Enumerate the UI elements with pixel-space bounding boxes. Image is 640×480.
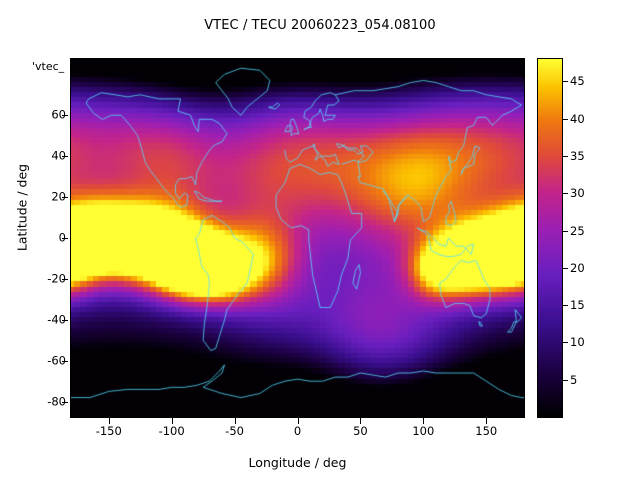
x-tick-label: 150 [475, 424, 498, 438]
y-tick-label: -60 [47, 352, 66, 367]
y-tick-mark [62, 115, 68, 117]
colorbar-tick-label: 45 [570, 74, 585, 89]
x-tick-label: 50 [353, 424, 368, 438]
colorbar-tick-mark [563, 118, 568, 120]
y-tick-label: -40 [47, 312, 66, 327]
coastline-overlay [71, 59, 524, 417]
colorbar-gradient [538, 59, 562, 417]
y-tick-mark [62, 278, 68, 280]
y-tick-label: 40 [51, 148, 66, 163]
colorbar-tick-mark [563, 155, 568, 157]
y-tick-mark [62, 319, 68, 321]
colorbar-tick-label: 40 [570, 111, 585, 126]
y-tick-mark [62, 238, 68, 239]
y-tick-mark [62, 360, 68, 362]
map-plot-area[interactable] [70, 58, 525, 418]
colorbar-tick-label: 10 [570, 335, 585, 350]
colorbar [537, 58, 563, 418]
x-tick-mark [486, 418, 488, 424]
x-tick-label: -50 [225, 424, 244, 438]
colorbar-tick-label: 5 [570, 372, 578, 387]
y-tick-mark [62, 197, 68, 199]
chart-title: VTEC / TECU 20060223_054.08100 [204, 18, 436, 33]
corner-annotation: 'vtec_ [32, 60, 65, 73]
x-axis-label: Longitude / deg [248, 455, 347, 470]
colorbar-tick-mark [563, 379, 568, 381]
x-tick-mark [423, 418, 425, 424]
colorbar-tick-label: 15 [570, 298, 585, 313]
colorbar-tick-mark [563, 81, 568, 83]
colorbar-tick-mark [563, 342, 568, 344]
x-tick-label: 0 [293, 424, 302, 438]
colorbar-tick-label: 25 [570, 223, 585, 238]
y-tick-label: -80 [47, 393, 66, 408]
y-tick-label: 60 [51, 107, 66, 122]
y-tick-label: -20 [47, 271, 66, 286]
x-tick-mark [171, 418, 173, 424]
y-tick-mark [62, 401, 68, 403]
y-tick-label: 0 [6, 232, 66, 244]
colorbar-tick-mark [563, 193, 568, 195]
colorbar-tick-mark [563, 267, 568, 269]
colorbar-tick-label: 35 [570, 148, 585, 163]
x-tick-mark [234, 418, 236, 424]
colorbar-tick-label: 20 [570, 260, 585, 275]
x-tick-label: -150 [95, 424, 122, 438]
y-tick-label: 20 [51, 189, 66, 204]
colorbar-tick-mark [563, 305, 568, 307]
colorbar-tick-mark [563, 230, 568, 232]
y-tick-mark [62, 156, 68, 158]
x-tick-label: 100 [412, 424, 435, 438]
x-tick-mark [360, 418, 362, 424]
x-tick-mark [108, 418, 110, 424]
colorbar-tick-label: 30 [570, 186, 585, 201]
x-tick-label: -100 [158, 424, 185, 438]
x-tick-mark [297, 418, 299, 424]
